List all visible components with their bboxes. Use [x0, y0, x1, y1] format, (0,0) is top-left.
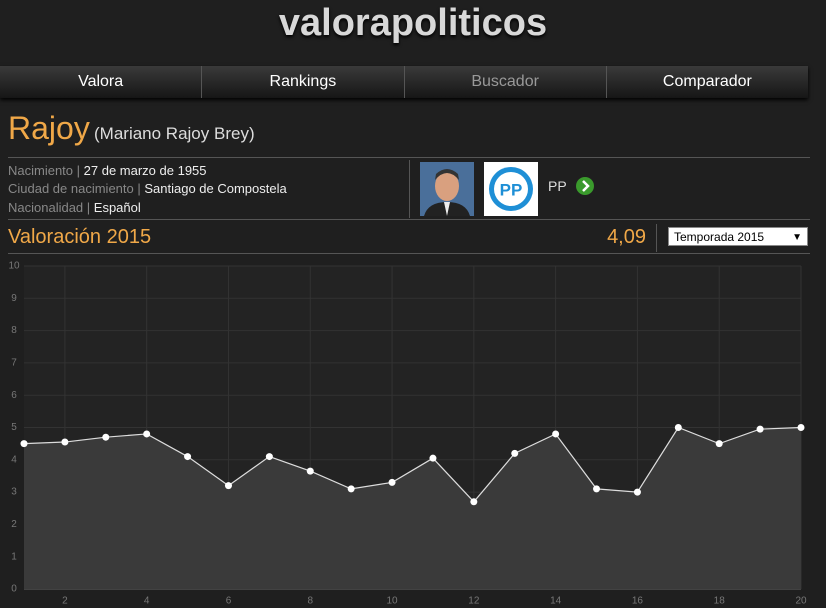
y-tick-label: 5 [11, 422, 17, 433]
x-tick-label: 10 [386, 596, 398, 607]
y-tick-label: 3 [11, 487, 17, 498]
y-tick-label: 4 [11, 454, 17, 465]
rating-value: 4,09 [607, 226, 646, 248]
full-name: (Mariano Rajoy Brey) [94, 124, 255, 143]
logo[interactable]: valorapoliticos [278, 2, 548, 44]
x-tick-label: 8 [307, 596, 313, 607]
y-tick-label: 2 [11, 519, 17, 530]
point [633, 488, 641, 496]
point [61, 438, 69, 446]
y-tick-label: 6 [11, 390, 17, 401]
y-tick-label: 7 [11, 358, 17, 369]
x-tick-label: 6 [226, 596, 232, 607]
y-tick-label: 8 [11, 325, 17, 336]
divider [8, 219, 810, 220]
fact-value: Santiago de Compostela [144, 181, 287, 196]
x-tick-label: 2 [62, 596, 68, 607]
point [429, 454, 437, 462]
nav-item[interactable]: Buscador [405, 66, 607, 98]
area [24, 427, 801, 589]
point [511, 449, 519, 457]
party-name[interactable]: PP [548, 178, 567, 194]
point [184, 453, 192, 461]
point [224, 482, 232, 490]
point [20, 440, 28, 448]
fact-value: 27 de marzo de 1955 [83, 163, 207, 178]
party-logo[interactable]: PP [484, 162, 538, 216]
divider [409, 160, 410, 218]
y-tick-label: 0 [11, 584, 17, 595]
y-tick-label: 1 [11, 551, 17, 562]
point [797, 424, 805, 431]
nav-item[interactable]: Valora [0, 66, 203, 98]
point [593, 485, 601, 493]
y-tick-label: 9 [11, 293, 17, 304]
fact-row: Nacionalidad | Español [8, 200, 141, 215]
point [715, 440, 723, 448]
y-tick-label: 10 [8, 261, 20, 272]
rating-title: Valoración 2015 [8, 226, 152, 248]
x-tick-label: 4 [144, 596, 150, 607]
point [674, 424, 682, 431]
fact-value: Español [93, 200, 141, 215]
season-option: Temporada 2015 [674, 230, 765, 244]
point [347, 485, 355, 493]
politician-photo [420, 162, 474, 216]
point [306, 467, 314, 475]
fact-label: Nacionalidad [8, 200, 84, 215]
x-tick-label: 18 [714, 596, 726, 607]
divider [656, 224, 657, 252]
x-tick-label: 14 [550, 596, 562, 607]
divider [8, 253, 810, 254]
point [265, 453, 273, 461]
fact-label: Ciudad de nacimiento [8, 181, 134, 196]
point [102, 433, 110, 441]
point [552, 430, 560, 438]
fact-row: Ciudad de nacimiento | Santiago de Compo… [8, 181, 287, 196]
point [470, 498, 478, 506]
politician-name: Rajoy [8, 110, 90, 146]
point [388, 478, 396, 486]
fact-label: Nacimiento [8, 163, 74, 178]
season-select[interactable]: Temporada 2015 ▼ [668, 227, 808, 246]
party-link-icon[interactable] [575, 176, 595, 196]
x-tick-label: 16 [632, 596, 644, 607]
fact-row: Nacimiento | 27 de marzo de 1955 [8, 163, 207, 178]
point [756, 425, 764, 433]
x-tick-label: 20 [795, 596, 807, 607]
divider [8, 157, 810, 158]
point [143, 430, 151, 438]
svg-text:PP: PP [500, 180, 523, 199]
nav-item[interactable]: Rankings [202, 66, 405, 98]
x-tick-label: 12 [468, 596, 480, 607]
nav-bar: Valora Rankings Buscador Comparador [0, 66, 808, 98]
line [23, 426, 802, 503]
nav-item[interactable]: Comparador [662, 73, 752, 90]
